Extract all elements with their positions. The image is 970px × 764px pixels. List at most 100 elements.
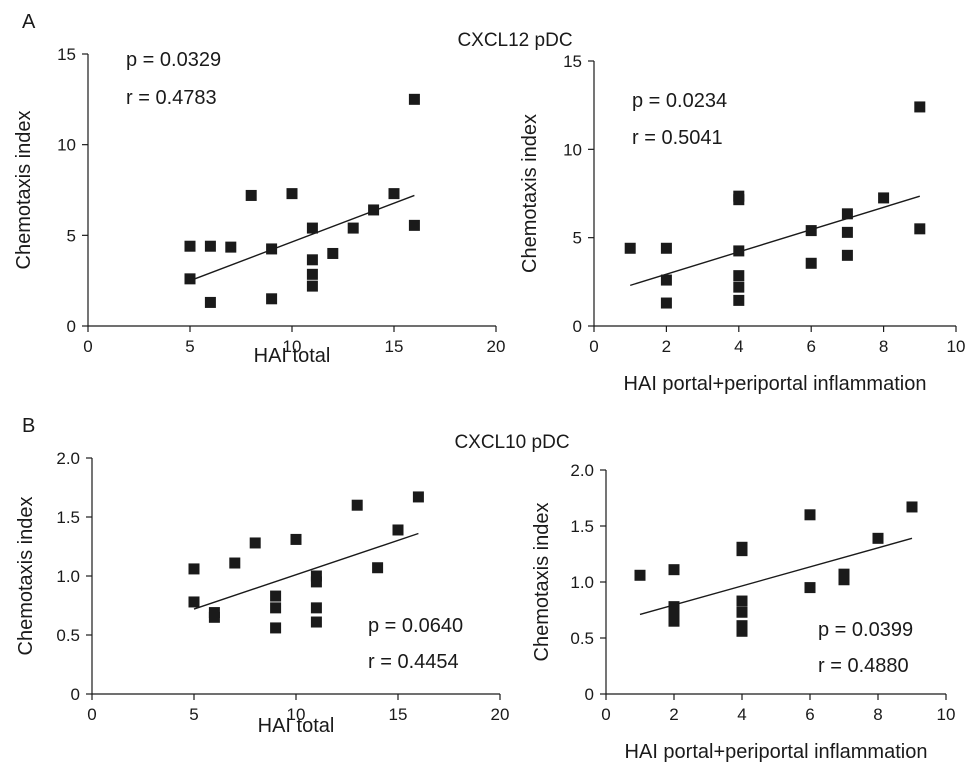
y-tick-label: 0.5 [570, 629, 594, 648]
data-point [838, 568, 850, 580]
x-tick-label: 0 [87, 705, 96, 724]
data-point [310, 602, 322, 614]
y-axis-title: Chemotaxis index [13, 111, 35, 270]
data-point [634, 569, 646, 581]
data-point [270, 590, 282, 602]
data-point [841, 208, 853, 220]
data-point [286, 188, 298, 200]
y-axis-title: Chemotaxis index [15, 497, 37, 656]
data-point [327, 247, 339, 259]
panel-b-heading: CXCL10 pDC [454, 432, 569, 453]
data-point [392, 524, 404, 536]
y-tick-label: 5 [573, 229, 582, 248]
regression-line [189, 194, 415, 282]
data-point [838, 574, 850, 586]
plot-b-right-p-value: p = 0.0399 [818, 619, 913, 641]
data-point [188, 563, 200, 575]
regression-line [193, 532, 419, 610]
data-point [351, 499, 363, 511]
data-point [914, 223, 926, 235]
data-point [347, 222, 359, 234]
y-tick-label: 5 [67, 226, 76, 245]
plot-a-right-p-value: p = 0.0234 [632, 90, 727, 112]
plot-a-left: 0 5 10 15 20 0 5 10 15 HAI total Chemotaxis index [13, 45, 505, 367]
data-point [249, 537, 261, 549]
y-tick-label: 0 [67, 317, 76, 336]
data-point [733, 270, 745, 282]
x-tick-label: 5 [185, 337, 194, 356]
data-point [872, 532, 884, 544]
data-point [306, 280, 318, 292]
data-point [184, 240, 196, 252]
y-tick-label: 2.0 [570, 461, 594, 480]
data-point [204, 296, 216, 308]
data-point [229, 557, 241, 569]
x-tick-label: 10 [287, 705, 306, 724]
x-tick-label: 20 [487, 337, 506, 356]
data-point [290, 533, 302, 545]
plot-b-left-r-value: r = 0.4454 [368, 651, 459, 673]
data-point [372, 562, 384, 574]
data-point [660, 242, 672, 254]
x-tick-label: 0 [601, 705, 610, 724]
data-point [805, 225, 817, 237]
data-point [266, 293, 278, 305]
data-point [184, 273, 196, 285]
plot-a-right: 0 2 4 6 8 10 0 5 10 15 HAI portal+periportal infla… [519, 52, 965, 395]
data-point [668, 615, 680, 627]
data-point [733, 194, 745, 206]
data-point [668, 564, 680, 576]
x-tick-label: 4 [734, 337, 743, 356]
data-point [225, 241, 237, 253]
y-axis-title: Chemotaxis index [531, 503, 553, 662]
data-point [412, 491, 424, 503]
data-point [804, 582, 816, 594]
x-axis-title: HAI portal+periportal inflammation [625, 741, 928, 763]
data-point [306, 268, 318, 280]
panel-a-heading: CXCL12 pDC [457, 30, 572, 51]
data-point [736, 625, 748, 637]
data-point [624, 242, 636, 254]
x-tick-label: 15 [389, 705, 408, 724]
data-point [804, 509, 816, 521]
data-point [736, 545, 748, 557]
panel-b-letter: B [22, 415, 35, 437]
data-point [408, 219, 420, 231]
plot-a-right-r-value: r = 0.5041 [632, 127, 723, 149]
plot-b-left: 0 5 10 15 20 0 0.5 1.0 1.5 2.0 HAI total Chemotaxis… [15, 449, 509, 737]
y-tick-label: 15 [563, 52, 582, 71]
data-point [270, 602, 282, 614]
panel-a-letter: A [22, 11, 36, 33]
y-tick-label: 1.5 [56, 508, 80, 527]
plot-a-left-p-value: p = 0.0329 [126, 49, 221, 71]
data-point [306, 254, 318, 266]
x-axis-title: HAI total [254, 345, 331, 367]
data-point [736, 606, 748, 618]
y-tick-label: 1.5 [570, 517, 594, 536]
data-point [914, 101, 926, 113]
data-point [736, 595, 748, 607]
x-tick-label: 20 [491, 705, 510, 724]
x-axis-title: HAI portal+periportal inflammation [624, 373, 927, 395]
x-tick-label: 2 [669, 705, 678, 724]
y-tick-label: 0 [573, 317, 582, 336]
data-point [668, 601, 680, 613]
y-tick-label: 1.0 [56, 567, 80, 586]
y-tick-label: 0 [71, 685, 80, 704]
data-point [204, 240, 216, 252]
data-point [878, 192, 890, 204]
data-point [368, 204, 380, 216]
x-tick-label: 10 [947, 337, 966, 356]
data-point [266, 243, 278, 255]
data-point [188, 596, 200, 608]
y-tick-label: 10 [563, 140, 582, 159]
x-tick-label: 10 [937, 705, 956, 724]
plot-b-left-p-value: p = 0.0640 [368, 615, 463, 637]
x-tick-label: 2 [662, 337, 671, 356]
data-point [388, 188, 400, 200]
y-tick-label: 0 [585, 685, 594, 704]
y-tick-label: 10 [57, 136, 76, 155]
data-point [660, 297, 672, 309]
